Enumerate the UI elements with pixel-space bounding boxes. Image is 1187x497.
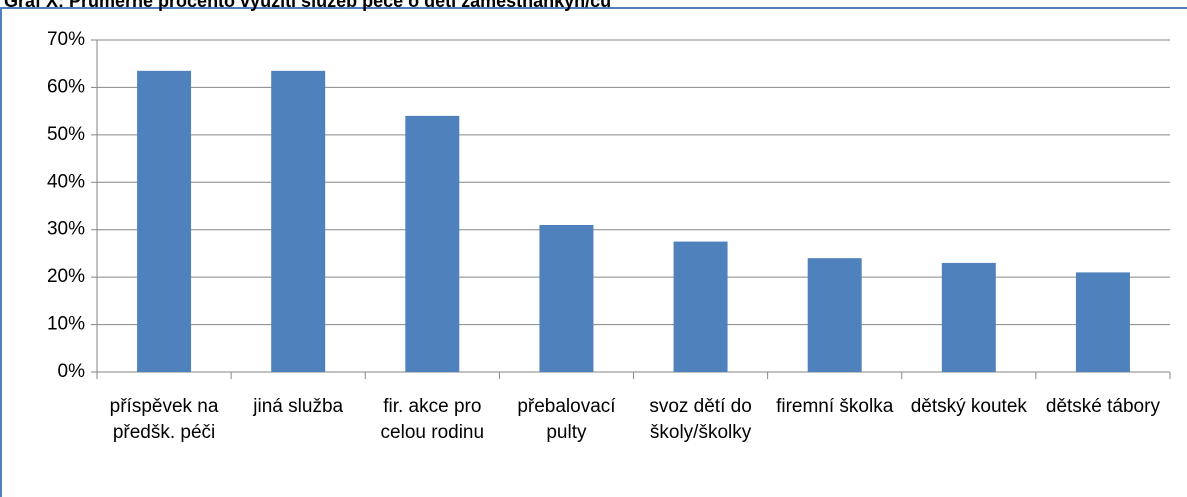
bar (807, 258, 862, 372)
bar (673, 241, 728, 372)
x-tick-label: dětský koutek (910, 396, 1027, 417)
y-tick-label: 60% (47, 76, 85, 97)
x-tick-label: dětské tábory (1045, 396, 1160, 417)
bar (539, 224, 594, 372)
bar (941, 262, 996, 372)
y-tick-label: 0% (58, 361, 86, 382)
chart-title: Graf X: Průměrné procento využití služeb… (4, 0, 612, 11)
x-tick-label: příspěvek na předšk. péči (109, 396, 219, 443)
bar (1075, 272, 1130, 372)
bar (271, 70, 326, 372)
x-tick-label: jiná služba (253, 396, 344, 417)
y-tick-label: 40% (47, 171, 85, 192)
y-tick-label: 20% (47, 266, 85, 287)
y-tick-label: 10% (47, 314, 85, 335)
x-tick-label: přebalovací pulty (517, 396, 616, 443)
x-tick-label: svoz dětí do školy/školky (649, 396, 752, 443)
y-tick-label: 30% (47, 219, 85, 240)
x-tick-label: firemní školka (776, 396, 894, 417)
y-tick-label: 70% (47, 29, 85, 50)
y-tick-label: 50% (47, 124, 85, 145)
x-tick-label: fir. akce pro celou rodinu (380, 396, 485, 443)
bar (405, 115, 460, 372)
frame (0, 7, 1187, 497)
bar (137, 70, 192, 372)
